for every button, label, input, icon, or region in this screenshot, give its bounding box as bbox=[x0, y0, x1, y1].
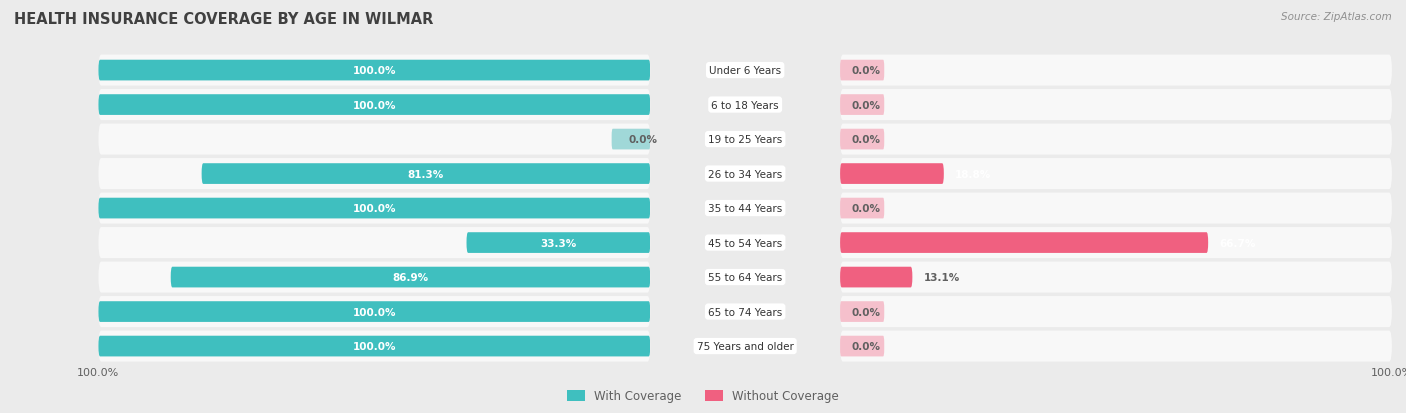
Text: 13.1%: 13.1% bbox=[924, 273, 960, 282]
Text: 66.7%: 66.7% bbox=[1219, 238, 1256, 248]
FancyBboxPatch shape bbox=[839, 61, 884, 81]
Text: 65 to 74 Years: 65 to 74 Years bbox=[709, 307, 782, 317]
FancyBboxPatch shape bbox=[839, 233, 1208, 253]
FancyBboxPatch shape bbox=[98, 297, 651, 327]
FancyBboxPatch shape bbox=[839, 198, 884, 219]
Text: 55 to 64 Years: 55 to 64 Years bbox=[709, 273, 782, 282]
Text: 26 to 34 Years: 26 to 34 Years bbox=[709, 169, 782, 179]
FancyBboxPatch shape bbox=[98, 331, 651, 362]
FancyBboxPatch shape bbox=[98, 336, 651, 356]
FancyBboxPatch shape bbox=[839, 262, 1392, 293]
Text: 100.0%: 100.0% bbox=[353, 204, 396, 214]
Text: Source: ZipAtlas.com: Source: ZipAtlas.com bbox=[1281, 12, 1392, 22]
FancyBboxPatch shape bbox=[839, 331, 1392, 362]
Text: 6 to 18 Years: 6 to 18 Years bbox=[711, 100, 779, 110]
FancyBboxPatch shape bbox=[839, 301, 884, 322]
FancyBboxPatch shape bbox=[98, 95, 651, 116]
FancyBboxPatch shape bbox=[839, 90, 1392, 121]
FancyBboxPatch shape bbox=[98, 193, 651, 224]
FancyBboxPatch shape bbox=[201, 164, 651, 185]
Text: 86.9%: 86.9% bbox=[392, 273, 429, 282]
FancyBboxPatch shape bbox=[98, 61, 651, 81]
Text: 33.3%: 33.3% bbox=[540, 238, 576, 248]
FancyBboxPatch shape bbox=[98, 301, 651, 322]
Text: 19 to 25 Years: 19 to 25 Years bbox=[709, 135, 782, 145]
Text: 0.0%: 0.0% bbox=[851, 307, 880, 317]
FancyBboxPatch shape bbox=[98, 55, 651, 86]
FancyBboxPatch shape bbox=[839, 124, 1392, 155]
Legend: With Coverage, Without Coverage: With Coverage, Without Coverage bbox=[562, 385, 844, 407]
FancyBboxPatch shape bbox=[839, 164, 943, 185]
Text: 100.0%: 100.0% bbox=[353, 307, 396, 317]
Text: 35 to 44 Years: 35 to 44 Years bbox=[709, 204, 782, 214]
FancyBboxPatch shape bbox=[839, 297, 1392, 327]
FancyBboxPatch shape bbox=[612, 129, 651, 150]
FancyBboxPatch shape bbox=[98, 198, 651, 219]
FancyBboxPatch shape bbox=[839, 95, 884, 116]
Text: 100.0%: 100.0% bbox=[353, 66, 396, 76]
FancyBboxPatch shape bbox=[98, 228, 651, 259]
Text: HEALTH INSURANCE COVERAGE BY AGE IN WILMAR: HEALTH INSURANCE COVERAGE BY AGE IN WILM… bbox=[14, 12, 433, 27]
Text: 0.0%: 0.0% bbox=[851, 100, 880, 110]
Text: 0.0%: 0.0% bbox=[851, 135, 880, 145]
FancyBboxPatch shape bbox=[98, 90, 651, 121]
Text: Under 6 Years: Under 6 Years bbox=[709, 66, 782, 76]
FancyBboxPatch shape bbox=[467, 233, 651, 253]
Text: 0.0%: 0.0% bbox=[851, 66, 880, 76]
Text: 0.0%: 0.0% bbox=[851, 341, 880, 351]
FancyBboxPatch shape bbox=[839, 267, 912, 288]
Text: 0.0%: 0.0% bbox=[851, 204, 880, 214]
FancyBboxPatch shape bbox=[98, 124, 651, 155]
FancyBboxPatch shape bbox=[839, 159, 1392, 190]
Text: 100.0%: 100.0% bbox=[353, 100, 396, 110]
Text: 100.0%: 100.0% bbox=[353, 341, 396, 351]
Text: 18.8%: 18.8% bbox=[955, 169, 991, 179]
FancyBboxPatch shape bbox=[839, 129, 884, 150]
Text: 81.3%: 81.3% bbox=[408, 169, 444, 179]
FancyBboxPatch shape bbox=[98, 262, 651, 293]
FancyBboxPatch shape bbox=[839, 193, 1392, 224]
FancyBboxPatch shape bbox=[839, 55, 1392, 86]
FancyBboxPatch shape bbox=[98, 159, 651, 190]
Text: 45 to 54 Years: 45 to 54 Years bbox=[709, 238, 782, 248]
FancyBboxPatch shape bbox=[839, 228, 1392, 259]
FancyBboxPatch shape bbox=[170, 267, 651, 288]
FancyBboxPatch shape bbox=[839, 336, 884, 356]
Text: 0.0%: 0.0% bbox=[628, 135, 657, 145]
Text: 75 Years and older: 75 Years and older bbox=[697, 341, 793, 351]
